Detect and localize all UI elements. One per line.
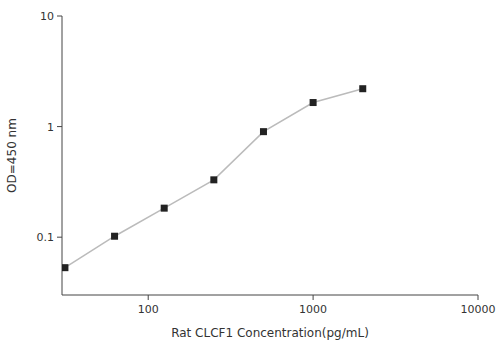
y-tick-label: 1 xyxy=(47,121,54,134)
y-tick xyxy=(57,126,62,127)
y-tick xyxy=(57,16,62,17)
x-tick-label: 1000 xyxy=(299,303,327,316)
x-tick xyxy=(478,295,479,300)
chart-svg: 100 1000 10000 0.1 1 10 Rat CLCF1 Concentratio… xyxy=(0,0,500,351)
data-point xyxy=(359,85,366,92)
x-tick-label: 10000 xyxy=(461,303,496,316)
y-tick-label: 0.1 xyxy=(37,231,55,244)
data-point xyxy=(161,205,168,212)
data-point xyxy=(260,128,267,135)
x-axis-line xyxy=(62,295,478,296)
y-tick-label: 10 xyxy=(40,10,54,23)
y-axis-label: OD=450 nm xyxy=(5,118,19,193)
x-tick-label: 100 xyxy=(138,303,159,316)
x-axis-label: Rat CLCF1 Concentration(pg/mL) xyxy=(171,326,369,340)
data-point xyxy=(62,264,68,271)
data-point xyxy=(111,233,118,240)
chart-container: 100 1000 10000 0.1 1 10 Rat CLCF1 Concentratio… xyxy=(0,0,500,351)
x-tick xyxy=(148,295,149,300)
x-tick xyxy=(313,295,314,300)
y-tick xyxy=(57,237,62,238)
data-point xyxy=(310,99,317,106)
data-line xyxy=(65,89,363,268)
data-point xyxy=(210,176,217,183)
plot-area xyxy=(62,85,366,271)
y-axis-line xyxy=(62,16,63,295)
